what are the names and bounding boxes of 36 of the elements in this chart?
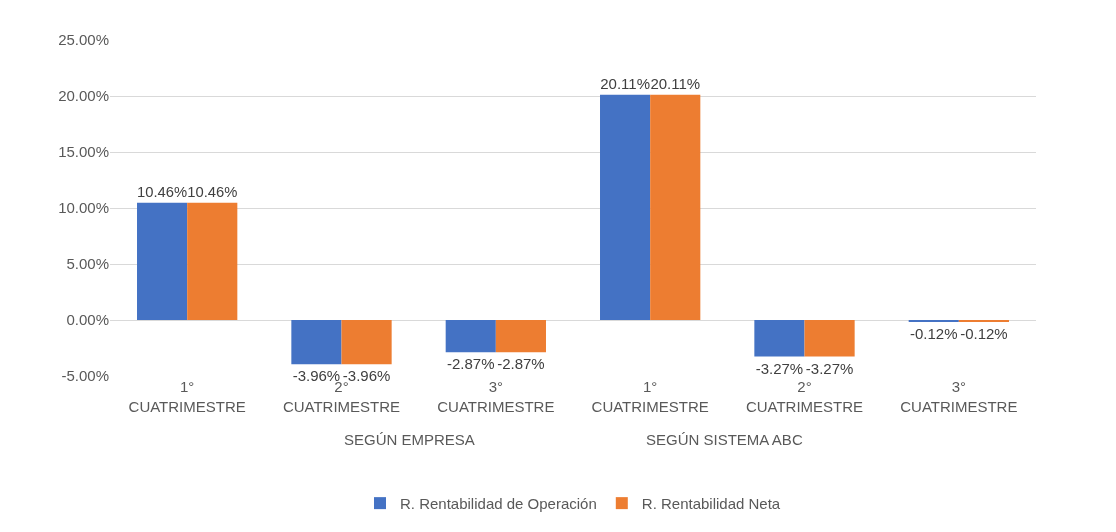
data-label: -3.27%	[805, 359, 854, 377]
bar	[495, 320, 546, 353]
data-label: 10.46%	[137, 183, 188, 200]
bar	[187, 202, 238, 320]
legend-label: R. Rentabilidad de Operación	[400, 494, 597, 512]
bar	[754, 320, 805, 357]
bar	[291, 320, 342, 365]
y-tick-label: 15.00%	[58, 143, 109, 161]
data-label: -3.27%	[755, 359, 804, 377]
x-tick-label: 2° CUATRIMESTRE	[745, 378, 864, 415]
bar	[600, 94, 651, 320]
data-label: -0.12%	[909, 325, 958, 342]
x-tick-label: 3° CUATRIMESTRE	[437, 378, 555, 415]
bar	[137, 202, 188, 320]
data-label: -0.12%	[960, 325, 1008, 342]
data-label: -2.87%	[497, 355, 545, 373]
legend-label: R. Rentabilidad Neta	[641, 494, 781, 512]
data-label: 20.11%	[650, 74, 701, 92]
bar	[804, 320, 855, 357]
x-tick-label: 3° CUATRIMESTRE	[900, 378, 1018, 415]
y-tick-label: 25.00%	[58, 31, 109, 49]
y-tick-label: 20.00%	[58, 87, 109, 105]
y-tick-label: 5.00%	[66, 255, 109, 273]
text: SEGÚN EMPRESA	[344, 431, 475, 448]
y-tick-label: 0.00%	[66, 311, 109, 329]
x-tick-label: 1° CUATRIMESTRE	[591, 378, 709, 415]
y-tick-label: -5.00%	[61, 367, 109, 385]
data-label: 20.11%	[600, 74, 650, 92]
bar	[341, 320, 392, 365]
bar	[445, 320, 496, 353]
data-label: 10.46%	[187, 183, 238, 200]
bar	[650, 94, 701, 320]
x-tick-label: 1° CUATRIMESTRE	[128, 378, 246, 415]
data-label: -2.87%	[446, 355, 495, 373]
y-tick-label: 10.00%	[58, 199, 109, 217]
text: SEGÚN SISTEMA ABC	[646, 431, 803, 448]
